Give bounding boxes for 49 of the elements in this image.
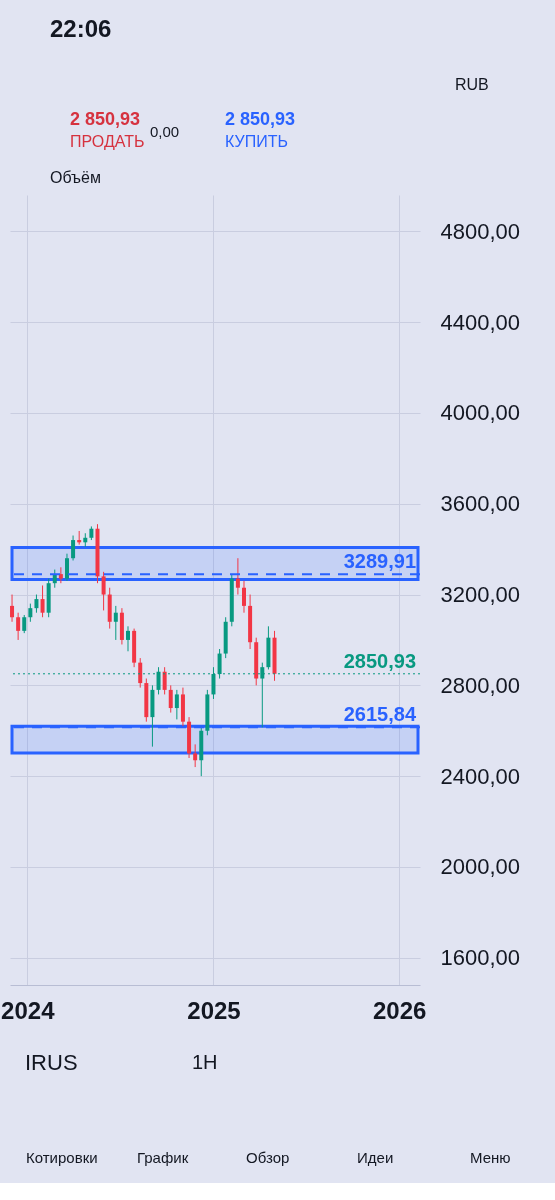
text: 1H (192, 1051, 218, 1073)
text: RUB (455, 76, 489, 93)
text: Обзор (246, 1149, 290, 1166)
candlestick (22, 614, 27, 634)
y-tick-label: 2000,00 (440, 854, 521, 880)
y-tick-label: 2400,00 (440, 763, 521, 789)
candlestick (16, 612, 21, 641)
candlestick (64, 553, 69, 582)
candlestick (193, 743, 198, 768)
candlestick (71, 535, 76, 561)
y-tick-label: 3600,00 (440, 491, 521, 517)
text: Меню (470, 1149, 511, 1166)
candlestick (58, 566, 63, 584)
text: Объём (50, 169, 101, 186)
candlestick (34, 594, 39, 614)
ref-line-label: 2615,84 (343, 703, 417, 726)
y-tick-label: 4800,00 (440, 218, 521, 244)
candlestick (126, 625, 131, 652)
x-tick-label: 2025 (187, 996, 241, 1024)
x-tick-label: 2026 (372, 996, 427, 1024)
text: Котировки (26, 1149, 98, 1166)
candlestick (113, 605, 118, 641)
text: 0,00 (150, 123, 180, 140)
y-tick-label: 3200,00 (440, 582, 521, 608)
y-tick-label: 2800,00 (440, 672, 521, 698)
y-tick-label: 1600,00 (440, 945, 521, 971)
candlestick (101, 571, 106, 611)
candlestick (28, 603, 33, 623)
x-tick-label: 2024 (1, 996, 56, 1024)
candlestick (138, 657, 143, 689)
text: ПРОДАТЬ (70, 133, 145, 150)
candlestick (174, 689, 179, 720)
text: График (137, 1149, 189, 1166)
candlestick (242, 580, 246, 614)
text: Идеи (357, 1149, 394, 1166)
candlestick (235, 557, 240, 596)
candlestick (168, 684, 173, 714)
ref-line-label: 3289,91 (343, 550, 416, 573)
text: КУПИТЬ (225, 133, 288, 150)
candlestick (162, 666, 167, 695)
candlestick (10, 594, 15, 623)
y-tick-label: 4400,00 (440, 309, 521, 335)
ref-line-label: 2850,93 (343, 649, 416, 672)
text: 2 850,93 (70, 109, 141, 129)
text: 2 850,93 (225, 109, 296, 129)
text: 22:06 (50, 15, 112, 42)
text: IRUS (25, 1050, 78, 1075)
y-tick-label: 4000,00 (440, 400, 521, 426)
candlestick (40, 584, 45, 618)
